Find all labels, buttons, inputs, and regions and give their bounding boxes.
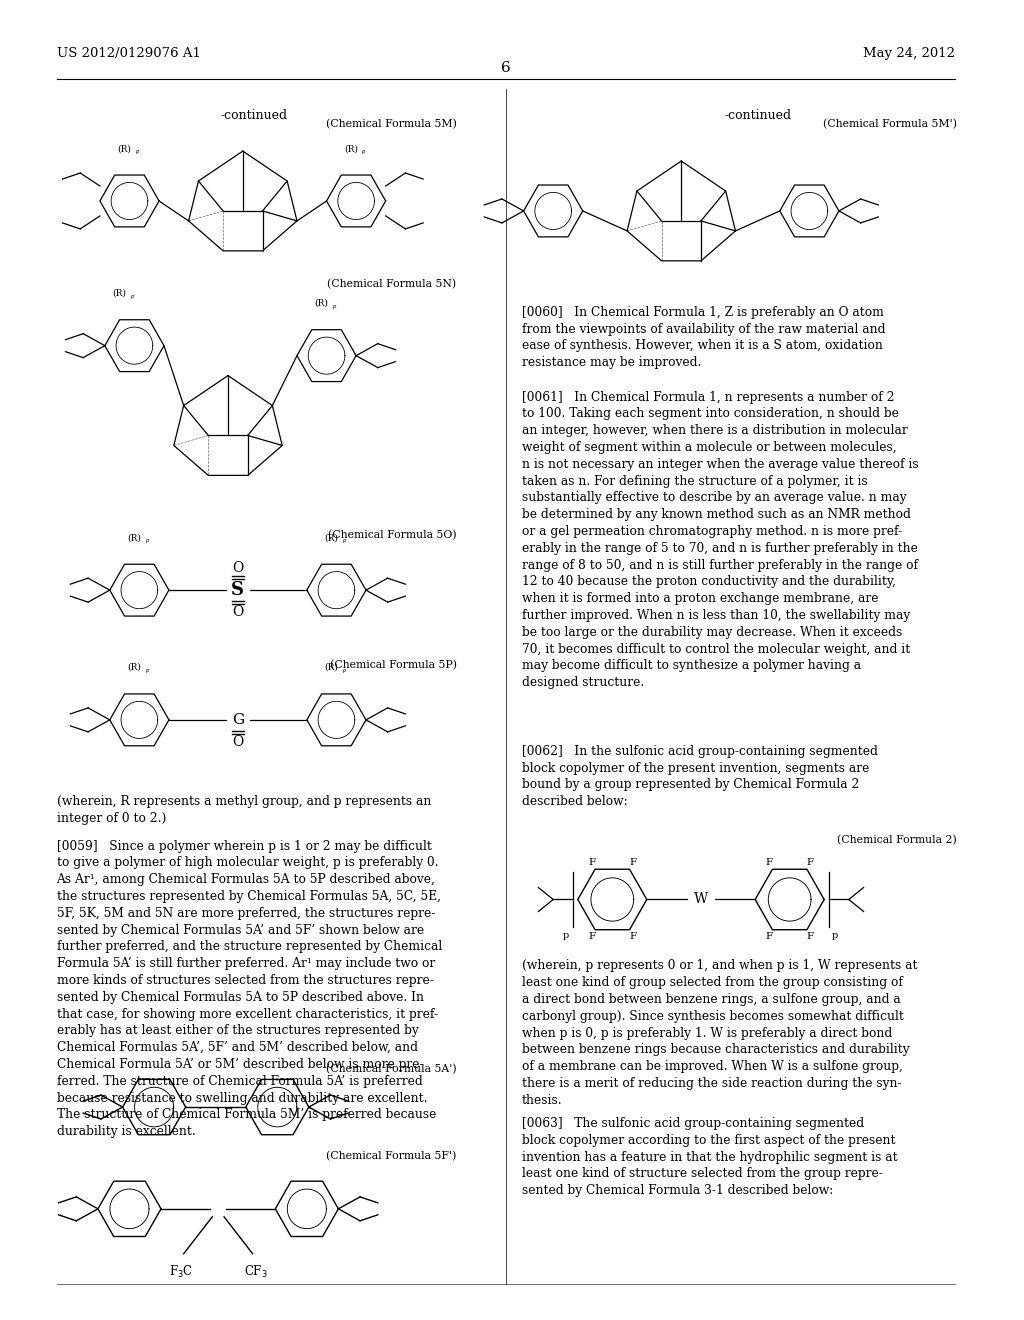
Text: $_p$: $_p$ [135,149,140,157]
Text: G: G [231,713,244,727]
Text: F: F [765,858,772,867]
Text: [0062]   In the sulfonic acid group-containing segmented
block copolymer of the : [0062] In the sulfonic acid group-contai… [521,744,878,808]
Text: F: F [807,858,814,867]
Text: (R): (R) [127,533,141,543]
Text: $_p$: $_p$ [361,149,367,157]
Text: 6: 6 [501,61,511,75]
Text: [0060]   In Chemical Formula 1, Z is preferably an O atom
from the viewpoints of: [0060] In Chemical Formula 1, Z is prefe… [521,306,885,370]
Text: May 24, 2012: May 24, 2012 [863,48,955,61]
Text: (R): (R) [113,289,127,298]
Text: (Chemical Formula 5O): (Chemical Formula 5O) [328,531,457,541]
Text: (Chemical Formula 5M'): (Chemical Formula 5M') [823,119,957,129]
Text: (wherein, p represents 0 or 1, and when p is 1, W represents at
least one kind o: (wherein, p represents 0 or 1, and when … [521,960,918,1106]
Text: W: W [694,892,709,907]
Text: (Chemical Formula 5A'): (Chemical Formula 5A') [326,1064,457,1074]
Text: $_p$: $_p$ [342,668,347,676]
Text: $_p$: $_p$ [144,539,150,546]
Text: F: F [588,932,595,941]
Text: O: O [232,735,244,748]
Text: F: F [765,932,772,941]
Text: (Chemical Formula 5M): (Chemical Formula 5M) [326,119,457,129]
Text: $_p$: $_p$ [144,668,150,676]
Text: F: F [630,932,637,941]
Text: $_p$: $_p$ [130,293,135,302]
Text: $_p$: $_p$ [342,539,347,546]
Text: F$_3$C: F$_3$C [169,1263,193,1280]
Text: (Chemical Formula 2): (Chemical Formula 2) [838,834,957,845]
Text: US 2012/0129076 A1: US 2012/0129076 A1 [56,48,201,61]
Text: S: S [231,581,245,599]
Text: [0061]   In Chemical Formula 1, n represents a number of 2
to 100. Taking each s: [0061] In Chemical Formula 1, n represen… [521,391,919,689]
Text: p: p [563,932,569,940]
Text: [0063]   The sulfonic acid group-containing segmented
block copolymer according : [0063] The sulfonic acid group-containin… [521,1117,897,1197]
Text: F: F [588,858,595,867]
Text: (R): (R) [344,144,358,153]
Text: $_p$: $_p$ [332,304,337,312]
Text: O: O [232,605,244,619]
Text: O: O [232,561,244,576]
Text: (R): (R) [314,298,329,308]
Text: (R): (R) [325,663,338,672]
Text: -continued: -continued [220,110,287,123]
Text: [0059]   Since a polymer wherein p is 1 or 2 may be difficult
to give a polymer : [0059] Since a polymer wherein p is 1 or… [56,840,441,1138]
Text: (R): (R) [118,144,131,153]
Text: (Chemical Formula 5P): (Chemical Formula 5P) [330,660,457,671]
Text: F: F [630,858,637,867]
Text: (Chemical Formula 5N): (Chemical Formula 5N) [328,279,457,289]
Text: (Chemical Formula 5F'): (Chemical Formula 5F') [327,1151,457,1162]
Text: -continued: -continued [725,110,792,123]
Text: CF$_3$: CF$_3$ [244,1263,267,1280]
Text: F: F [807,932,814,941]
Text: (R): (R) [127,663,141,672]
Text: p: p [833,932,839,940]
Text: (R): (R) [325,533,338,543]
Text: (wherein, R represents a methyl group, and p represents an
integer of 0 to 2.): (wherein, R represents a methyl group, a… [56,795,431,825]
